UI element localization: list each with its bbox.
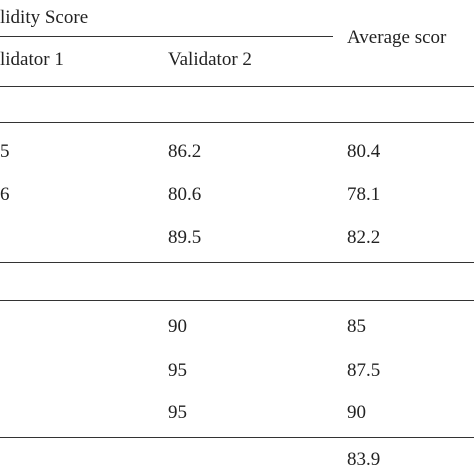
rule [0,122,474,123]
table-cell: 6 [0,184,10,205]
column-header: lidator 1 [0,49,64,70]
table-cell: 83.9 [347,449,381,470]
table-cell: 78.1 [347,184,381,205]
table-cell: 95 [168,360,187,381]
table-cell: 95 [168,402,187,423]
table-cell: 85 [347,316,366,337]
group-title: lidity Score [0,7,89,28]
rule [0,300,474,301]
rule [0,86,474,87]
rule [0,262,474,263]
table-cell: 5 [0,141,10,162]
table-cell: 89.5 [168,227,202,248]
column-header: Average scor [347,27,447,48]
rule [0,437,474,438]
table-cell: 86.2 [168,141,202,162]
column-header: Validator 2 [168,49,252,70]
table-cell: 90 [347,402,366,423]
rule [0,36,333,37]
table-cell: 80.6 [168,184,202,205]
table-cell: 90 [168,316,187,337]
table-cell: 82.2 [347,227,381,248]
table-cell: 80.4 [347,141,381,162]
table-cell: 87.5 [347,360,381,381]
